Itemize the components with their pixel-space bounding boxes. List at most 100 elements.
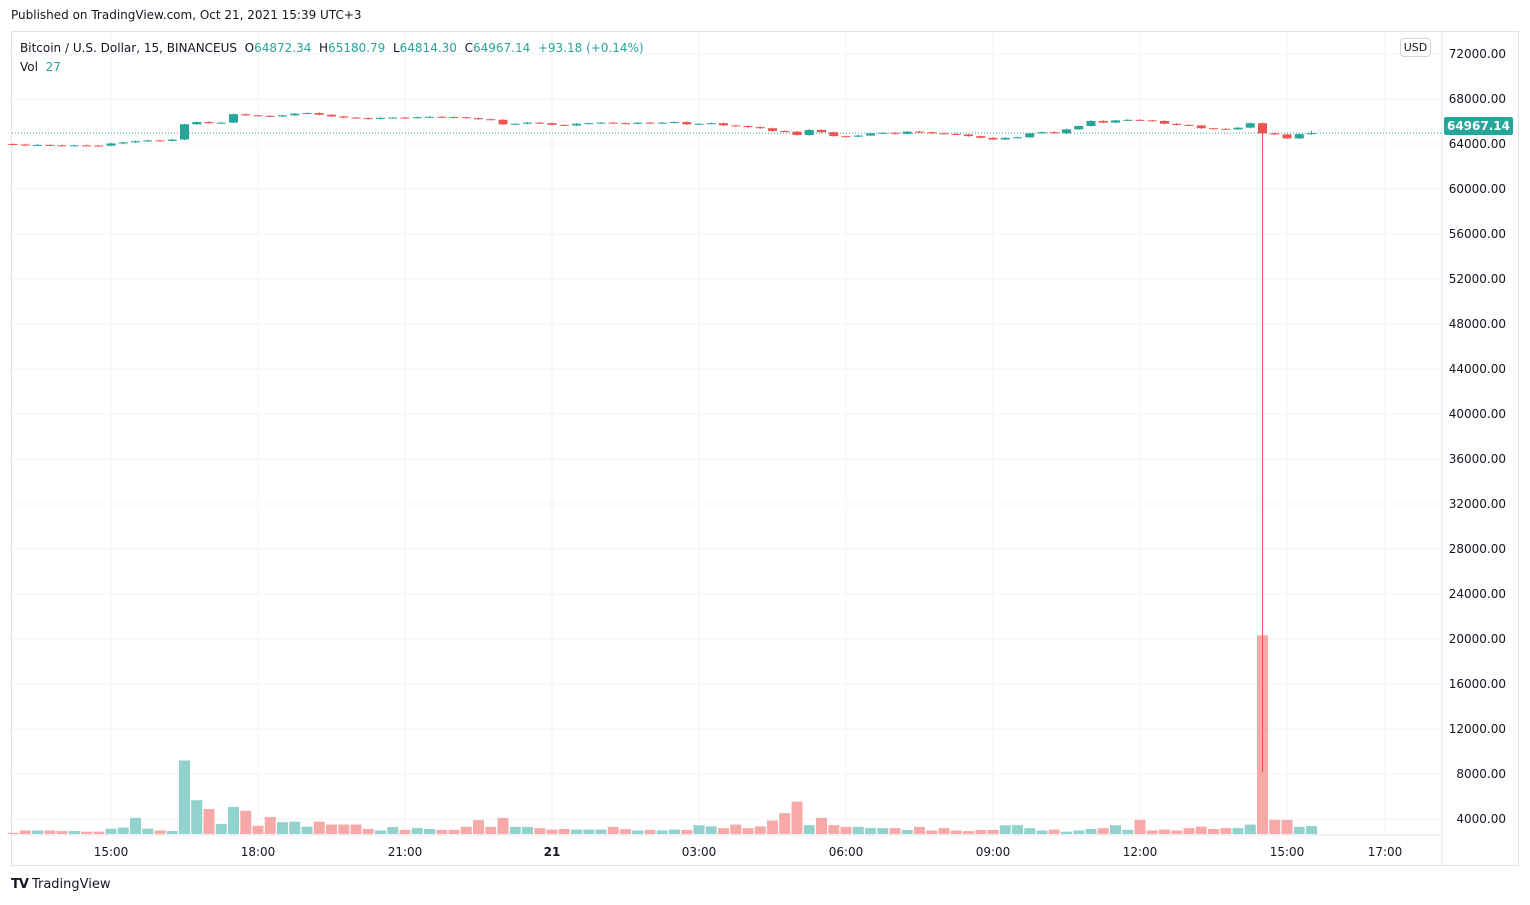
candle-body	[633, 122, 643, 124]
candle	[1160, 120, 1169, 125]
volume-bar	[1232, 828, 1244, 834]
volume-bar	[1183, 828, 1195, 834]
candle-body	[866, 133, 875, 136]
volume-bar	[889, 828, 901, 834]
candle-body	[915, 131, 924, 133]
volume-bar	[828, 825, 840, 834]
candle	[131, 140, 140, 143]
volume-bar	[754, 826, 766, 834]
candle-body	[1294, 134, 1304, 139]
candle	[106, 142, 116, 147]
volume-bar	[583, 829, 595, 834]
candle	[290, 112, 300, 116]
volume-label[interactable]: Vol	[20, 60, 38, 74]
candle	[143, 139, 153, 142]
candle	[1282, 133, 1292, 140]
volume-bar	[718, 828, 729, 834]
candle-body	[437, 116, 447, 118]
tradingview-logo[interactable]: TV TradingView	[11, 877, 110, 892]
candle	[706, 122, 716, 125]
price-tick-label: 20000.00	[1449, 632, 1506, 646]
volume-bar	[1281, 819, 1293, 834]
price-tick-label: 4000.00	[1456, 812, 1506, 826]
candle	[780, 130, 790, 133]
candle-body	[229, 114, 238, 123]
volume-bar	[301, 826, 313, 834]
candle-body	[1074, 126, 1084, 130]
volume-bar	[571, 829, 582, 834]
price-tick-label: 12000.00	[1449, 722, 1506, 736]
candle	[878, 132, 888, 134]
candle-body	[216, 122, 226, 124]
candle	[731, 124, 741, 127]
candle	[682, 121, 692, 125]
currency-button[interactable]: USD	[1400, 38, 1431, 57]
candle	[792, 130, 802, 136]
volume-bar	[32, 830, 43, 834]
candle	[1221, 128, 1231, 131]
volume-bar	[632, 830, 644, 834]
ohlc-row: Bitcoin / U.S. Dollar, 15, BINANCEUS O64…	[20, 39, 644, 58]
volume-bar	[901, 829, 913, 834]
candle	[572, 123, 581, 127]
candle-body	[755, 127, 765, 129]
candle-body	[1245, 123, 1255, 128]
candle	[363, 117, 373, 120]
candle	[57, 144, 67, 147]
candle	[351, 116, 361, 119]
candle-body	[1135, 119, 1145, 121]
volume-bar	[1208, 829, 1219, 834]
volume-bar	[1269, 819, 1281, 834]
volume-bar	[44, 830, 56, 834]
candle-body	[768, 128, 777, 132]
volume-bar	[534, 828, 546, 834]
candle-body	[559, 124, 569, 126]
candle-body	[192, 122, 202, 125]
candle	[1172, 123, 1182, 126]
candle-body	[1282, 134, 1292, 139]
candle	[1013, 136, 1022, 139]
candle	[596, 121, 606, 124]
volume-bar	[326, 824, 337, 834]
candle	[1111, 119, 1120, 124]
change-value: +93.18 (+0.14%)	[537, 41, 644, 55]
candle-body	[155, 140, 165, 142]
candle-body	[1160, 120, 1169, 124]
candle	[20, 143, 30, 146]
candle	[866, 132, 875, 137]
volume-bar	[607, 826, 619, 834]
candle	[559, 124, 569, 127]
candle	[461, 116, 471, 119]
volume-bar	[7, 832, 19, 834]
candle-body	[792, 131, 802, 135]
candle	[1123, 119, 1133, 122]
candle-body	[976, 136, 986, 138]
candle	[180, 123, 189, 141]
candle-body	[106, 143, 116, 146]
candle-body	[731, 125, 741, 127]
candle	[657, 121, 667, 124]
volume-bar	[803, 825, 815, 834]
symbol-title[interactable]: Bitcoin / U.S. Dollar, 15, BINANCEUS	[20, 41, 238, 55]
candle	[584, 122, 594, 125]
volume-bar	[865, 828, 876, 834]
price-tick-label: 48000.00	[1449, 317, 1506, 331]
candle	[1233, 127, 1243, 131]
candle-body	[314, 113, 324, 115]
candle	[94, 144, 104, 147]
candle	[976, 135, 986, 139]
candle-body	[535, 122, 545, 124]
price-tick-label: 24000.00	[1449, 587, 1506, 601]
candle	[694, 123, 704, 125]
volume-bar	[546, 829, 558, 834]
volume-bar	[767, 820, 778, 834]
candle	[915, 130, 924, 133]
volume-bar	[1306, 826, 1317, 834]
volume-bar	[926, 830, 938, 834]
candle	[621, 122, 630, 125]
volume-bar	[19, 830, 31, 834]
volume-bar	[399, 829, 411, 834]
volume-bar	[387, 826, 399, 834]
candle	[719, 122, 728, 127]
